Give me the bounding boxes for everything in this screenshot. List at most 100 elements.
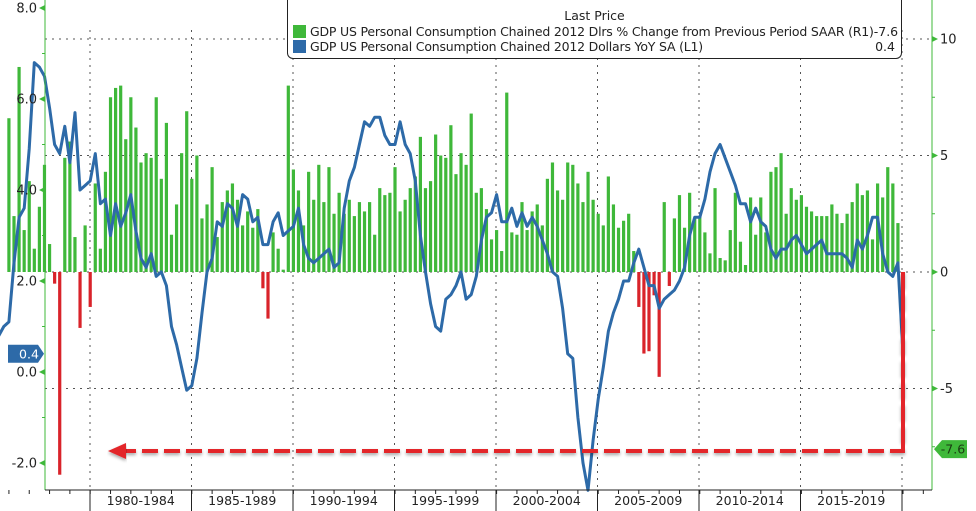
qoq-bar [220, 202, 224, 272]
qoq-bar [881, 197, 885, 272]
qoq-bar [489, 239, 494, 272]
qoq-bar [611, 204, 616, 272]
qoq-bar [205, 204, 209, 272]
left-tick-label: 0.0 [16, 366, 37, 381]
drop-annotation [108, 272, 905, 459]
qoq-bar [586, 171, 590, 272]
qoq-bar [500, 251, 504, 272]
qoq-bar [317, 164, 321, 272]
right-last-value-label: -7.6 [941, 442, 965, 457]
qoq-bar [799, 195, 803, 272]
qoq-bar [180, 153, 184, 272]
qoq-bar [352, 216, 356, 272]
qoq-bar [672, 218, 676, 272]
legend: Last Price GDP US Personal Consumption C… [287, 0, 902, 59]
qoq-bar [68, 141, 72, 272]
qoq-bar [27, 181, 31, 272]
qoq-bar [230, 183, 235, 272]
left-tick-marker [39, 96, 45, 102]
qoq-bar [119, 85, 123, 272]
qoq-bar [347, 199, 351, 272]
qoq-bar [550, 162, 555, 272]
qoq-bar [42, 164, 47, 272]
qoq-bar [32, 248, 36, 272]
qoq-bar [469, 113, 473, 272]
qoq-bar [88, 272, 92, 307]
qoq-bar [271, 232, 275, 272]
qoq-bar [693, 218, 697, 272]
qoq-bar [428, 181, 433, 272]
qoq-bar [373, 234, 377, 272]
right-tick-label: -5 [940, 382, 953, 397]
yoy-series-line [0, 61, 905, 492]
qoq-bar [779, 153, 783, 272]
qoq-bar [337, 192, 341, 272]
qoq-bar [708, 253, 712, 272]
qoq-bar [571, 164, 575, 272]
qoq-bar [215, 237, 219, 272]
x-period-label: 1995-1999 [411, 493, 479, 508]
right-tick-label: 10 [940, 33, 957, 48]
qoq-bar [449, 125, 453, 273]
qoq-bar [256, 209, 260, 272]
qoq-bar [535, 204, 539, 272]
qoq-bar [840, 223, 844, 272]
legend-swatch-green [293, 25, 306, 38]
x-period-label: 2000-2004 [513, 493, 581, 508]
qoq-bar [195, 155, 199, 272]
x-period-label: 1980-1984 [107, 493, 175, 508]
legend-swatch-blue [293, 40, 306, 53]
qoq-bar [408, 188, 412, 272]
qoq-bar [124, 139, 128, 272]
qoq-bar [870, 239, 875, 272]
qoq-bar [479, 188, 483, 272]
legend-header: Last Price [564, 8, 625, 23]
legend-entry-qoq: GDP US Personal Consumption Chained 2012… [288, 24, 901, 39]
qoq-bar [713, 188, 717, 272]
qoq-bar [484, 209, 489, 272]
qoq-bar [47, 244, 52, 272]
qoq-bar [738, 241, 743, 272]
qoq-bar [749, 197, 753, 272]
qoq-bar [510, 232, 514, 272]
qoq-bar [647, 272, 651, 352]
x-period-label: 2005-2009 [614, 493, 682, 508]
qoq-bar [642, 272, 646, 354]
qoq-bar [495, 230, 499, 272]
qoq-bar [637, 272, 641, 307]
qoq-bar [164, 122, 168, 272]
qoq-bars [7, 66, 905, 475]
qoq-bar [378, 188, 382, 272]
qoq-bar [12, 216, 16, 272]
qoq-bar [835, 213, 839, 272]
qoq-bar [454, 174, 458, 272]
qoq-bar [332, 213, 336, 272]
qoq-bar [667, 272, 671, 286]
qoq-bar [530, 211, 534, 272]
qoq-bar [312, 199, 316, 272]
qoq-bar [444, 157, 448, 272]
qoq-bar [759, 197, 763, 272]
qoq-bar [540, 225, 544, 272]
legend-entry-yoy: GDP US Personal Consumption Chained 2012… [288, 39, 901, 54]
left-tick-label: 6.0 [16, 93, 37, 108]
qoq-bar [7, 118, 11, 272]
qoq-bar [769, 171, 773, 272]
qoq-bar [266, 272, 270, 319]
qoq-bar [576, 183, 580, 272]
qoq-bar [418, 136, 422, 272]
qoq-bar [566, 162, 570, 272]
qoq-bar [139, 162, 143, 272]
right-tick-label: 5 [940, 149, 948, 164]
left-tick-label: 8.0 [16, 2, 37, 17]
qoq-bar [17, 66, 21, 273]
qoq-bar [525, 230, 529, 272]
qoq-bar [830, 204, 834, 272]
qoq-bar [809, 211, 814, 272]
qoq-bar [886, 167, 890, 272]
qoq-bar [657, 272, 661, 377]
qoq-bar [281, 269, 285, 272]
qoq-bar [53, 272, 57, 284]
left-last-value-flag [8, 344, 44, 363]
